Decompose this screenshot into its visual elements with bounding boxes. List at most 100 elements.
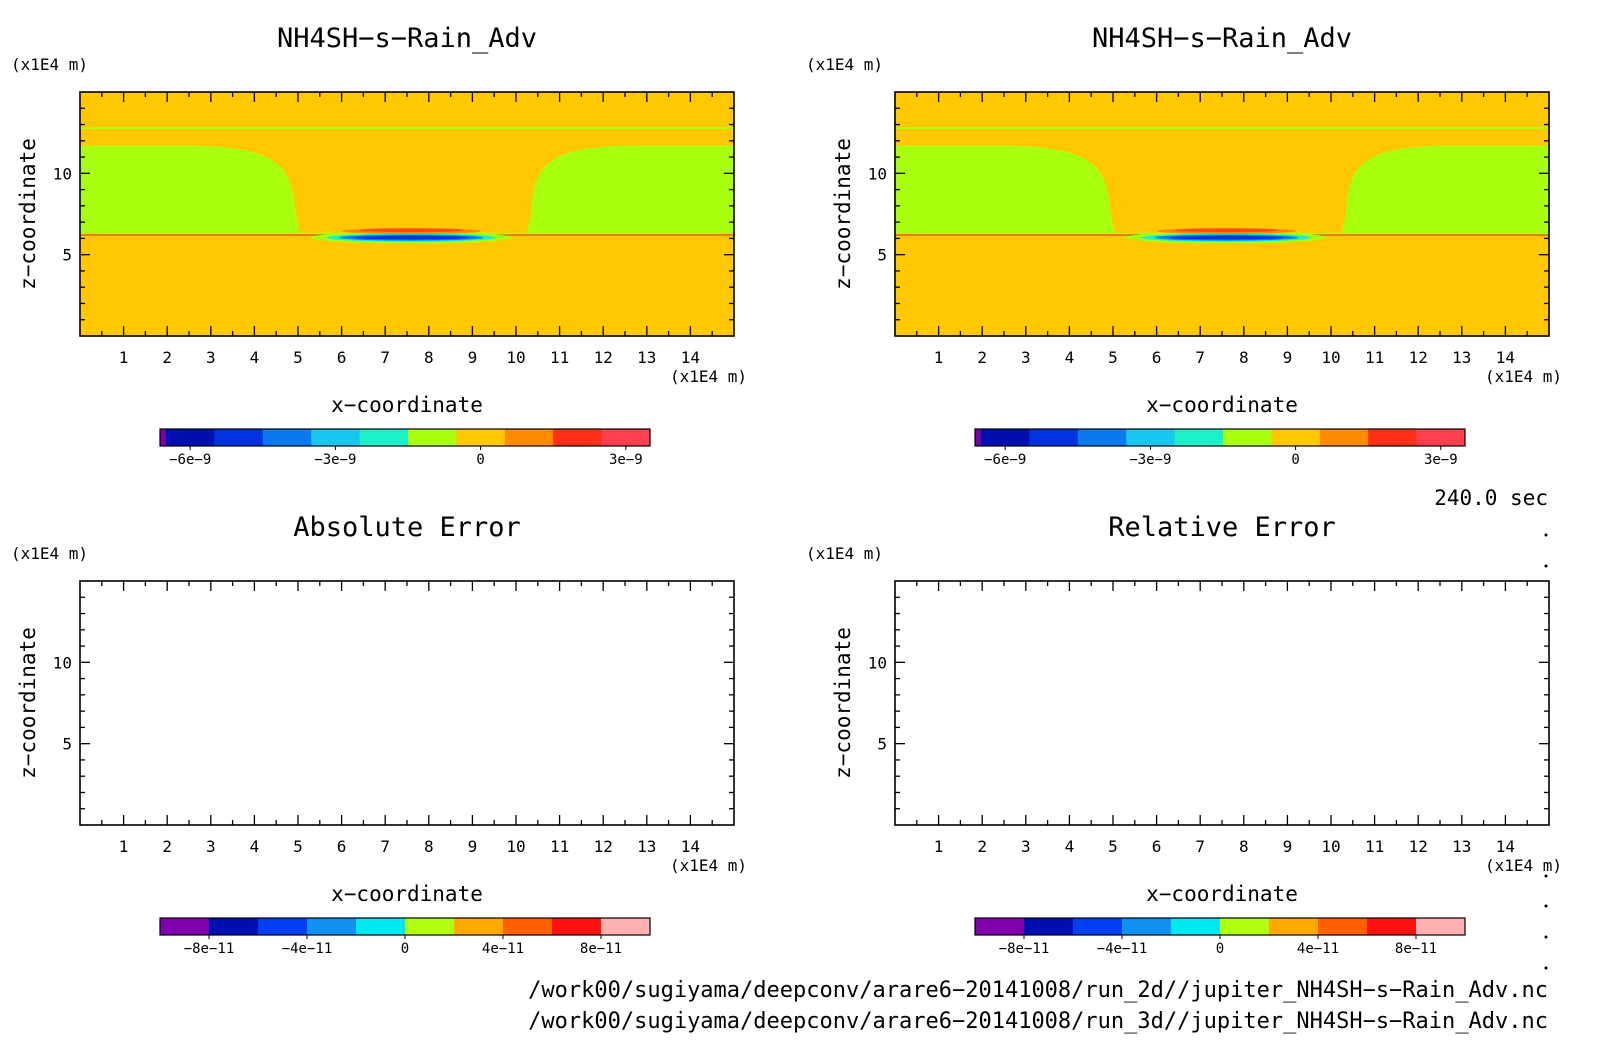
colorbar-segment xyxy=(311,429,361,446)
x-unit-label: (x1E4 m) xyxy=(1485,856,1562,875)
colorbar-segment xyxy=(1319,429,1369,446)
colorbar-segment xyxy=(975,918,1025,935)
x-unit-label: (x1E4 m) xyxy=(670,367,747,386)
contour-fill xyxy=(895,92,1549,336)
y-axis-label: z−coordinate xyxy=(16,627,40,779)
colorbar-segment xyxy=(408,429,457,446)
colorbar-label: 8e−11 xyxy=(580,941,622,957)
colorbar-segment xyxy=(258,918,308,935)
x-tick-label: 4 xyxy=(250,348,260,367)
x-tick-label: 14 xyxy=(1496,348,1515,367)
x-tick-label: 12 xyxy=(594,348,613,367)
colorbar-segment xyxy=(981,429,1030,446)
x-axis-label: x−coordinate xyxy=(1146,393,1298,417)
x-tick-label: 9 xyxy=(468,837,478,856)
contour-region xyxy=(895,126,1549,129)
colorbar-segment xyxy=(1073,918,1123,935)
contour-region xyxy=(1341,145,1549,233)
x-tick-label: 5 xyxy=(293,837,303,856)
x-tick-label: 7 xyxy=(1195,837,1205,856)
colorbar-segment xyxy=(1416,918,1466,935)
x-tick-label: 10 xyxy=(506,837,525,856)
y-tick-label: 10 xyxy=(868,164,887,183)
panel-title: NH4SH−s−Rain_Adv xyxy=(277,23,537,54)
colorbar-segment xyxy=(1126,429,1176,446)
colorbar-frame xyxy=(159,917,651,936)
x-tick-label: 5 xyxy=(1108,348,1118,367)
x-tick-label: 9 xyxy=(468,348,478,367)
contour-region xyxy=(526,145,734,233)
x-tick-label: 1 xyxy=(119,348,129,367)
colorbar-label: −4e−11 xyxy=(1097,941,1148,957)
time-label: 240.0 sec xyxy=(1434,486,1548,510)
colorbar-segment xyxy=(1269,918,1319,935)
colorbar-segment xyxy=(503,918,553,935)
x-tick-label: 10 xyxy=(1321,837,1340,856)
colorbar-label: 0 xyxy=(1291,452,1299,468)
y-tick-label: 10 xyxy=(53,653,72,672)
colorbar-segment xyxy=(552,918,602,935)
y-tick-label: 5 xyxy=(877,246,887,265)
x-tick-label: 1 xyxy=(934,837,944,856)
colorbar-segment xyxy=(1077,429,1127,446)
x-axis-label: x−coordinate xyxy=(331,882,483,906)
colorbar-frame xyxy=(974,917,1466,936)
x-tick-label: 5 xyxy=(1108,837,1118,856)
colorbar-segment xyxy=(601,429,651,446)
colorbar-label: 3e−9 xyxy=(1424,452,1458,468)
colorbar-segment xyxy=(160,918,210,935)
x-tick-label: 14 xyxy=(1496,837,1515,856)
colorbar-label: −3e−9 xyxy=(1129,452,1171,468)
contour-region xyxy=(895,145,1116,233)
contour-region xyxy=(1174,228,1279,233)
colorbar-segment xyxy=(1220,918,1270,935)
colorbar-segment xyxy=(1174,429,1224,446)
plot-frame xyxy=(894,580,1550,826)
y-unit-label: (x1E4 m) xyxy=(806,544,883,563)
x-tick-label: 6 xyxy=(1152,348,1162,367)
x-tick-label: 10 xyxy=(506,348,525,367)
colorbar-segment xyxy=(1223,429,1272,446)
x-tick-label: 7 xyxy=(380,348,390,367)
x-tick-label: 13 xyxy=(1452,348,1471,367)
plot-frame xyxy=(79,580,735,826)
colorbar-segment xyxy=(454,918,504,935)
x-tick-label: 4 xyxy=(1065,348,1075,367)
colorbar-label: 0 xyxy=(401,941,409,957)
colorbar-segment xyxy=(160,429,166,446)
colorbar-segment xyxy=(307,918,357,935)
x-axis-label: x−coordinate xyxy=(331,393,483,417)
x-tick-label: 11 xyxy=(550,348,569,367)
y-axis-label: z−coordinate xyxy=(831,138,855,290)
colorbar-segment xyxy=(601,918,651,935)
panel-title: Relative Error xyxy=(1108,512,1336,543)
x-tick-label: 10 xyxy=(1321,348,1340,367)
y-tick-label: 5 xyxy=(62,246,72,265)
footer-path: /work00/sugiyama/deepconv/arare6−2014100… xyxy=(528,978,1548,1003)
contour-region xyxy=(359,228,464,233)
colorbar-segment xyxy=(553,429,603,446)
panel-title: NH4SH−s−Rain_Adv xyxy=(1092,23,1352,54)
colorbar-segment xyxy=(405,918,455,935)
x-tick-label: 13 xyxy=(1452,837,1471,856)
x-tick-label: 8 xyxy=(1239,348,1249,367)
colorbar-segment xyxy=(356,918,406,935)
x-tick-label: 11 xyxy=(1365,348,1384,367)
x-tick-label: 11 xyxy=(1365,837,1384,856)
y-tick-label: 5 xyxy=(62,735,72,754)
y-unit-label: (x1E4 m) xyxy=(11,544,88,563)
panel-title: Absolute Error xyxy=(293,512,521,543)
colorbar-segment xyxy=(504,429,554,446)
colorbar-label: 4e−11 xyxy=(482,941,524,957)
colorbar-label: −6e−9 xyxy=(984,452,1026,468)
y-unit-label: (x1E4 m) xyxy=(806,55,883,74)
colorbar-segment xyxy=(975,429,981,446)
x-unit-label: (x1E4 m) xyxy=(1485,367,1562,386)
x-tick-label: 3 xyxy=(1021,837,1031,856)
colorbar-label: −8e−11 xyxy=(999,941,1050,957)
colorbar-segment xyxy=(1318,918,1368,935)
contour-region xyxy=(1169,235,1284,240)
colorbar-label: −6e−9 xyxy=(169,452,211,468)
x-axis-label: x−coordinate xyxy=(1146,882,1298,906)
